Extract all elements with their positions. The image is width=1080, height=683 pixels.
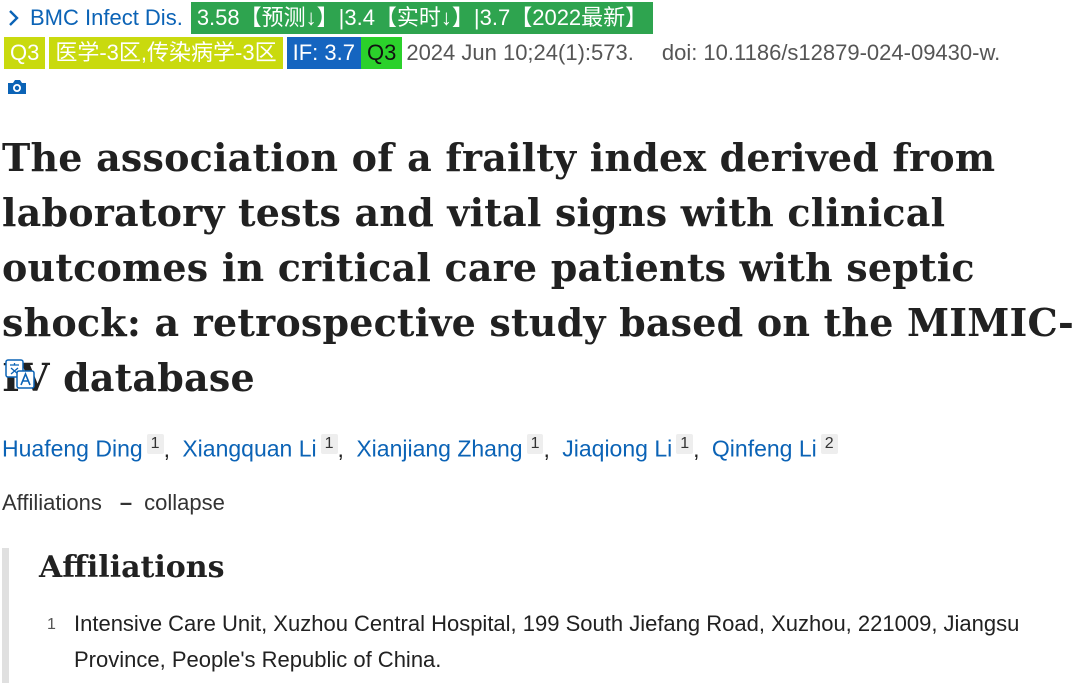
tags-row: Q3 医学-3区,传染病学-3区 IF: 3.7 Q3 2024 Jun 10;…: [4, 36, 1000, 70]
author-affiliation-ref[interactable]: 1: [146, 434, 164, 454]
author-link[interactable]: Huafeng Ding: [2, 435, 143, 462]
author-link[interactable]: Qinfeng Li: [711, 435, 817, 462]
journal-score-badge: 3.58【预测↓】|3.4【实时↓】|3.7【2022最新】: [190, 2, 654, 34]
affiliations-toggle-label[interactable]: Affiliations: [2, 490, 102, 515]
author-list: Huafeng Ding 1, Xiangquan Li 1, Xianjiang …: [2, 434, 838, 463]
affiliations-panel: Affiliations 1 Intensive Care Unit, Xuzh…: [2, 548, 1080, 683]
article-title: The association of a frailty index deriv…: [2, 135, 1074, 400]
affiliation-text: Intensive Care Unit, Xuzhou Central Hosp…: [74, 611, 1020, 672]
impact-factor-badge: IF: 3.7: [286, 37, 361, 69]
doi-link[interactable]: doi: 10.1186/s12879-024-09430-w.: [661, 40, 1001, 65]
camera-icon[interactable]: [6, 78, 28, 96]
affiliations-toggle[interactable]: Affiliations – collapse: [2, 490, 225, 516]
category-badge: 医学-3区,传染病学-3区: [49, 37, 283, 69]
toggle-dash: –: [119, 490, 133, 515]
chevron-right-icon: [9, 10, 19, 26]
journal-row: BMC Infect Dis. 3.58【预测↓】|3.4【实时↓】|3.7【2…: [0, 2, 654, 34]
quartile-badge-secondary: Q3: [360, 37, 403, 69]
journal-name[interactable]: BMC Infect Dis.: [30, 5, 183, 30]
author-affiliation-ref[interactable]: 1: [320, 434, 338, 454]
author-affiliation-ref[interactable]: 1: [526, 434, 544, 454]
author-link[interactable]: Xiangquan Li: [182, 435, 317, 462]
collapse-link[interactable]: collapse: [144, 490, 225, 515]
author-link[interactable]: Jiaqiong Li: [562, 435, 673, 462]
author-affiliation-ref[interactable]: 2: [820, 434, 838, 454]
journal-link[interactable]: BMC Infect Dis.: [0, 5, 183, 31]
affiliation-number: 1: [47, 616, 56, 633]
affiliations-heading: Affiliations: [39, 550, 225, 585]
translate-icon[interactable]: [4, 358, 36, 390]
quartile-badge: Q3: [4, 37, 46, 69]
author-link[interactable]: Xianjiang Zhang: [356, 435, 523, 462]
author-affiliation-ref[interactable]: 1: [676, 434, 694, 454]
citation-date: 2024 Jun 10;24(1):573.: [406, 40, 634, 65]
